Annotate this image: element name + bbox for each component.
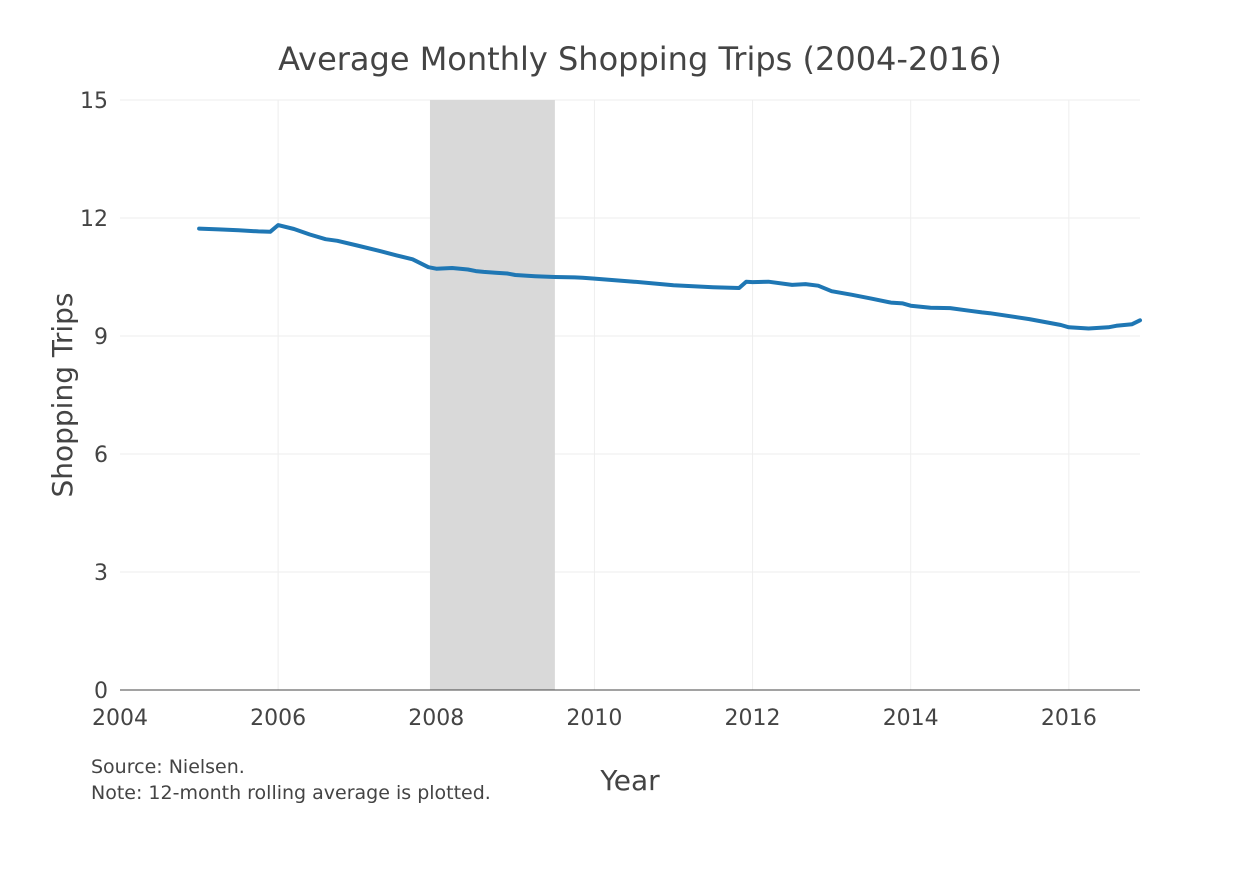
x-tick-label: 2008 [408, 706, 464, 731]
x-tick-label: 2014 [883, 706, 939, 731]
y-axis-label: Shopping Trips [46, 292, 79, 497]
x-tick-label: 2010 [566, 706, 622, 731]
shaded-region-layer [429, 100, 555, 690]
y-tick-label: 9 [94, 325, 108, 350]
y-tick-label: 15 [80, 89, 108, 114]
x-tick-label: 2012 [725, 706, 781, 731]
series-line [197, 223, 1142, 331]
shaded-region [429, 100, 555, 690]
tick-labels: 0 3 6 9 12 15 2004 2006 2008 2010 2012 2014 2016 [80, 89, 1097, 731]
chart-title: Average Monthly Shopping Trips (2004-201… [278, 40, 1002, 78]
y-tick-label: 0 [94, 679, 108, 704]
y-tick-label: 12 [80, 207, 108, 232]
rolling-average-note: Note: 12-month rolling average is plotte… [91, 782, 491, 804]
source-note: Source: Nielsen. [91, 756, 245, 778]
x-axis-label: Year [599, 764, 660, 797]
y-tick-label: 3 [94, 561, 108, 586]
y-tick-label: 6 [94, 443, 108, 468]
x-tick-label: 2006 [250, 706, 306, 731]
x-tick-label: 2004 [92, 706, 148, 731]
gridlines [120, 99, 1140, 690]
series-layer [197, 223, 1142, 331]
x-tick-label: 2016 [1041, 706, 1097, 731]
